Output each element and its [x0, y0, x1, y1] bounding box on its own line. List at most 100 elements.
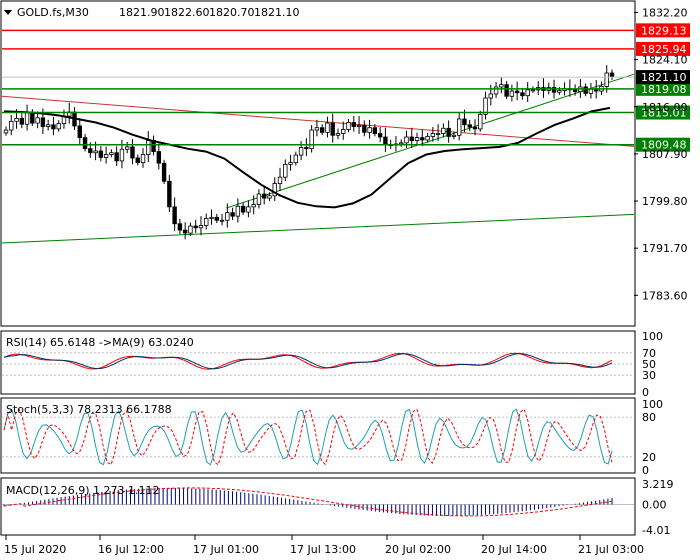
trendline[interactable] — [1, 213, 635, 244]
candle — [499, 84, 504, 88]
rsi-tick-label: 50 — [642, 358, 656, 371]
ohlc-high: 1822.60 — [164, 6, 210, 19]
rsi-tick-label: 100 — [642, 330, 663, 343]
stoch-tick-label: 80 — [642, 411, 656, 424]
stoch-main-line — [3, 408, 613, 466]
level-label-box — [636, 23, 690, 38]
candle — [504, 84, 509, 97]
candle — [82, 137, 88, 150]
candle — [351, 122, 356, 127]
candle — [125, 146, 130, 150]
candle — [525, 89, 530, 97]
current-price-label: 1821.10 — [641, 71, 687, 84]
candle — [114, 152, 119, 162]
candle — [557, 90, 562, 93]
candle — [604, 72, 609, 87]
time-label: 17 Jul 01:00 — [193, 543, 259, 556]
macd-tick-label: -4.01 — [642, 524, 670, 537]
candle — [246, 206, 251, 213]
rsi-ma-line — [3, 352, 613, 370]
macd-panel-frame — [0, 477, 636, 536]
candle — [256, 193, 262, 205]
candle — [188, 225, 193, 234]
candle — [341, 129, 346, 134]
candle — [109, 152, 114, 155]
ohlc-low: 1820.70 — [209, 6, 255, 19]
symbol-dropdown-icon[interactable] — [4, 10, 12, 15]
stoch-tick-label: 100 — [642, 398, 663, 411]
candle — [435, 133, 441, 135]
candle — [93, 150, 98, 154]
candle — [167, 180, 172, 208]
ohlc-open: 1821.90 — [119, 6, 165, 19]
candle — [609, 72, 615, 78]
candle — [198, 225, 204, 229]
candle — [309, 129, 314, 150]
candle — [98, 150, 104, 158]
macd-tick-label: 0.00 — [642, 498, 667, 511]
candle — [488, 93, 493, 99]
candle — [172, 206, 177, 225]
candle — [161, 162, 167, 182]
rsi-panel-frame — [0, 330, 636, 395]
candle — [182, 229, 188, 234]
candle — [425, 136, 430, 141]
chart-title: GOLD.fs,M30 — [17, 6, 89, 19]
candle — [283, 163, 288, 178]
stoch-tick-label: 20 — [642, 451, 656, 464]
stoch-signal-line — [3, 408, 613, 466]
candle — [293, 154, 299, 164]
candle — [288, 162, 293, 165]
candle — [9, 120, 14, 131]
candle — [478, 113, 483, 130]
candle — [119, 148, 125, 162]
candle — [456, 118, 462, 136]
level-label: 1825.94 — [641, 43, 687, 56]
candle — [56, 123, 61, 130]
candle — [372, 127, 378, 134]
candle — [304, 147, 309, 150]
candle — [230, 212, 235, 217]
price-tick-label: 1816.00 — [642, 101, 688, 114]
candle — [404, 136, 409, 144]
macd-signal-line — [3, 487, 613, 517]
candle — [441, 127, 446, 134]
candle — [204, 218, 209, 226]
candle — [45, 124, 51, 127]
trendline[interactable] — [226, 73, 635, 209]
candle — [383, 136, 388, 145]
candle — [235, 205, 241, 217]
candle — [277, 176, 283, 184]
candle — [251, 204, 256, 208]
time-label: 20 Jul 02:00 — [385, 543, 451, 556]
candle — [420, 137, 425, 141]
candle — [214, 216, 219, 221]
candle — [193, 225, 198, 229]
candle — [356, 124, 362, 127]
level-label-box — [636, 137, 690, 152]
candle — [156, 151, 162, 164]
current-price-box — [636, 70, 690, 85]
candle — [446, 127, 451, 137]
candle — [77, 125, 82, 139]
price-tick-label: 1832.20 — [642, 6, 688, 19]
candle — [330, 122, 335, 136]
candle — [30, 112, 35, 124]
candle — [225, 212, 230, 221]
rsi-tick-label: 30 — [642, 369, 656, 382]
candle — [219, 219, 225, 222]
candle — [583, 86, 588, 94]
candle — [35, 117, 40, 124]
candle — [40, 117, 46, 127]
level-label: 1809.48 — [641, 139, 687, 152]
candle — [319, 127, 325, 133]
candle — [298, 147, 304, 156]
ohlc-close: 1821.10 — [254, 6, 300, 19]
candle — [51, 124, 56, 130]
main-panel-frame — [0, 0, 636, 327]
candle — [551, 87, 557, 93]
price-tick-label: 1791.70 — [642, 242, 688, 255]
rsi-title: RSI(14) 65.6148 ->MA(9) 63.0240 — [6, 336, 194, 349]
candle — [520, 92, 525, 97]
